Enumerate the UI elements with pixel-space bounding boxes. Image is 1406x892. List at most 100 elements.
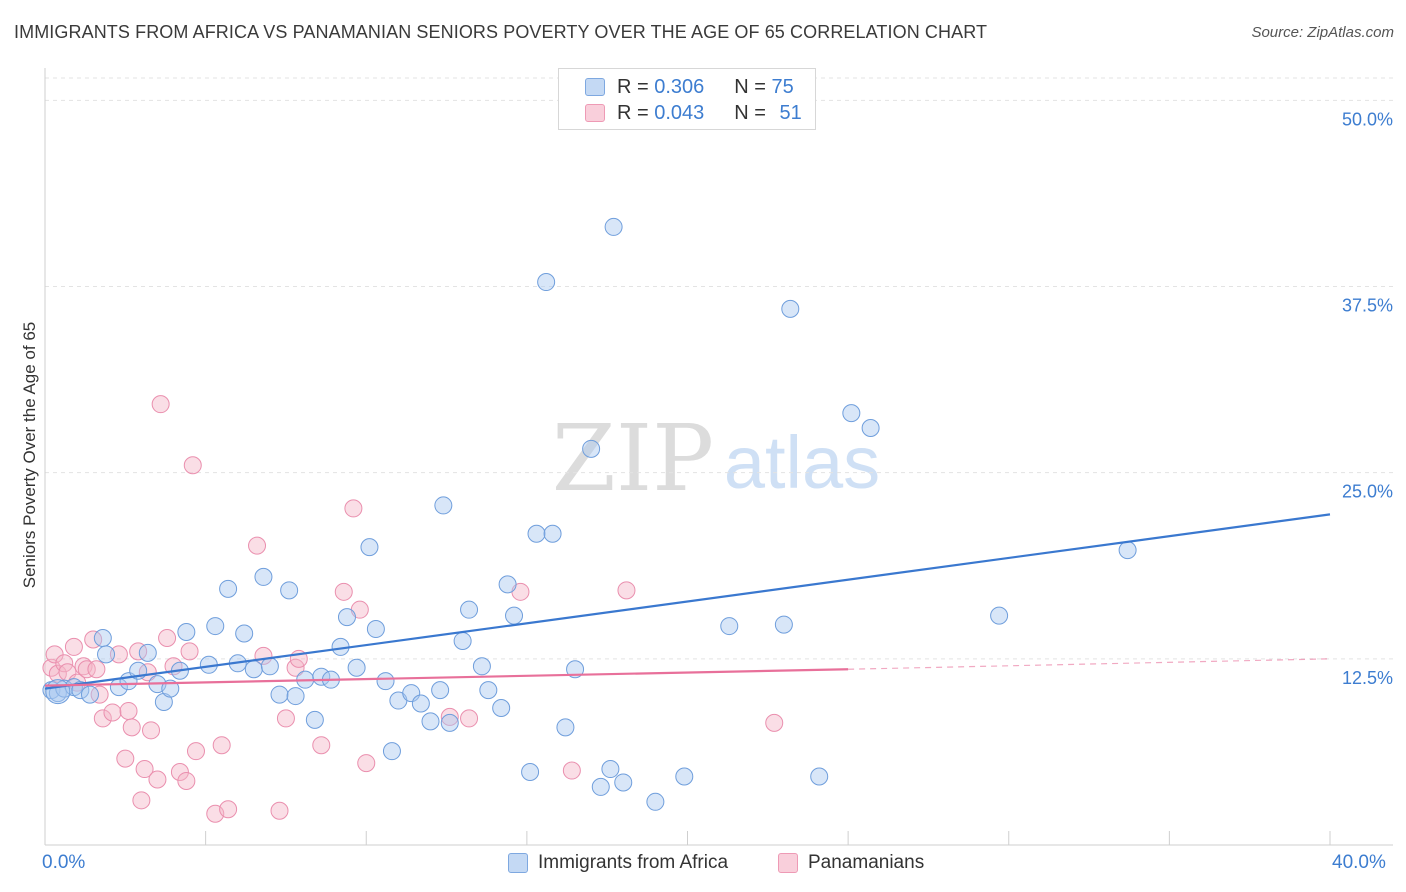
panamanians-point bbox=[344, 499, 363, 518]
y-tick-label: 50.0% bbox=[1342, 109, 1393, 129]
africa-point bbox=[604, 217, 623, 236]
africa-trend-line bbox=[44, 513, 1331, 690]
panamanians-point bbox=[142, 721, 161, 740]
africa-point bbox=[360, 538, 379, 557]
panamanians-point bbox=[132, 791, 151, 810]
africa-point bbox=[601, 760, 620, 779]
africa-point bbox=[460, 600, 479, 619]
y-tick-label: 25.0% bbox=[1342, 482, 1393, 502]
africa-point bbox=[270, 685, 289, 704]
africa-point bbox=[97, 645, 116, 664]
africa-point bbox=[537, 273, 556, 292]
africa-point bbox=[591, 777, 610, 796]
africa-point bbox=[543, 524, 562, 543]
y-tick-label: 12.5% bbox=[1342, 668, 1393, 688]
africa-point bbox=[235, 624, 254, 643]
africa-point bbox=[774, 615, 793, 634]
africa-point bbox=[521, 763, 540, 782]
africa-point bbox=[93, 628, 112, 647]
n-label: N = bbox=[734, 101, 766, 124]
africa-point bbox=[305, 710, 324, 729]
africa-points bbox=[42, 217, 1137, 811]
africa-point bbox=[347, 658, 366, 677]
legend-label-africa: Immigrants from Africa bbox=[538, 852, 729, 873]
africa-point bbox=[434, 496, 453, 515]
panamanians-point bbox=[122, 718, 141, 737]
y-tick-label: 37.5% bbox=[1342, 296, 1393, 316]
panamanians-point bbox=[212, 736, 231, 755]
panamanians-point bbox=[440, 707, 459, 726]
n-value: 51 bbox=[779, 101, 802, 124]
africa-point bbox=[382, 742, 401, 761]
panamanians-point bbox=[87, 660, 106, 679]
panamanians-point bbox=[151, 395, 170, 414]
africa-point bbox=[280, 581, 299, 600]
africa-point bbox=[138, 643, 157, 662]
panamanians-points bbox=[42, 395, 784, 823]
panamanians-point bbox=[617, 581, 636, 600]
panamanians-point bbox=[183, 456, 202, 475]
africa-point bbox=[472, 657, 491, 676]
africa-point bbox=[206, 617, 225, 636]
panamanians-point bbox=[45, 645, 64, 664]
panamanians-swatch bbox=[585, 104, 605, 122]
panamanians-point bbox=[460, 709, 479, 728]
africa-point bbox=[498, 575, 517, 594]
africa-point bbox=[421, 712, 440, 731]
panamanians-point bbox=[90, 685, 109, 704]
source-note: Source: ZipAtlas.com bbox=[1251, 24, 1394, 41]
panamanians-point bbox=[109, 645, 128, 664]
panamanians-point bbox=[334, 582, 353, 601]
panamanians-point bbox=[177, 771, 196, 790]
panamanians-point bbox=[135, 760, 154, 779]
africa-point bbox=[411, 694, 430, 713]
panamanians-point bbox=[84, 630, 103, 649]
panamanians-point bbox=[765, 713, 784, 732]
panamanians-point bbox=[48, 664, 67, 683]
r-value: 0.043 bbox=[654, 101, 705, 124]
watermark-atlas: atlas bbox=[724, 421, 880, 504]
africa-point bbox=[527, 524, 546, 543]
africa-point bbox=[990, 606, 1009, 625]
panamanians-point bbox=[138, 663, 157, 682]
africa-point bbox=[177, 623, 196, 642]
africa-point bbox=[254, 567, 273, 586]
legend-item-africa[interactable]: Immigrants from Africa bbox=[508, 852, 728, 874]
watermark: ZIP atlas bbox=[552, 405, 880, 512]
africa-point bbox=[376, 672, 395, 691]
africa-point bbox=[675, 767, 694, 786]
africa-point bbox=[286, 687, 305, 706]
panamanians-point bbox=[119, 701, 138, 720]
axes bbox=[44, 68, 1393, 846]
y-axis-label: Seniors Poverty Over the Age of 65 bbox=[20, 321, 39, 589]
africa-point bbox=[614, 773, 633, 792]
panamanians-point bbox=[219, 800, 238, 819]
y-tick-labels: 12.5% 25.0% 37.5% 50.0% bbox=[1342, 109, 1393, 687]
panamanians-point bbox=[93, 709, 112, 728]
africa-swatch bbox=[585, 78, 605, 96]
n-label: N = bbox=[734, 75, 766, 98]
legend-item-panamanians[interactable]: Panamanians bbox=[778, 852, 924, 874]
africa-point bbox=[260, 657, 279, 676]
x-tick-label-max: 40.0% bbox=[1332, 852, 1386, 873]
panamanians-point bbox=[562, 761, 581, 780]
chart-title: IMMIGRANTS FROM AFRICA VS PANAMANIAN SEN… bbox=[14, 22, 988, 42]
africa-point bbox=[440, 713, 459, 732]
stats-legend-row-panamanians: R = 0.043 N = 51 bbox=[585, 101, 802, 125]
panamanians-point bbox=[116, 749, 135, 768]
africa-point bbox=[861, 418, 880, 437]
panamanians-point bbox=[270, 801, 289, 820]
panamanians-legend-swatch bbox=[778, 853, 798, 873]
africa-point bbox=[492, 698, 511, 717]
gridlines bbox=[45, 77, 1393, 660]
africa-point bbox=[842, 404, 861, 423]
r-value: 0.306 bbox=[654, 75, 705, 98]
africa-point bbox=[505, 606, 524, 625]
panamanians-point bbox=[248, 536, 267, 555]
panamanians-point bbox=[186, 742, 205, 761]
africa-point bbox=[366, 620, 385, 639]
panamanians-point bbox=[148, 770, 167, 789]
x-tick-label-min: 0.0% bbox=[42, 852, 86, 873]
r-label: R = bbox=[617, 75, 649, 98]
watermark-zip: ZIP bbox=[552, 405, 714, 512]
